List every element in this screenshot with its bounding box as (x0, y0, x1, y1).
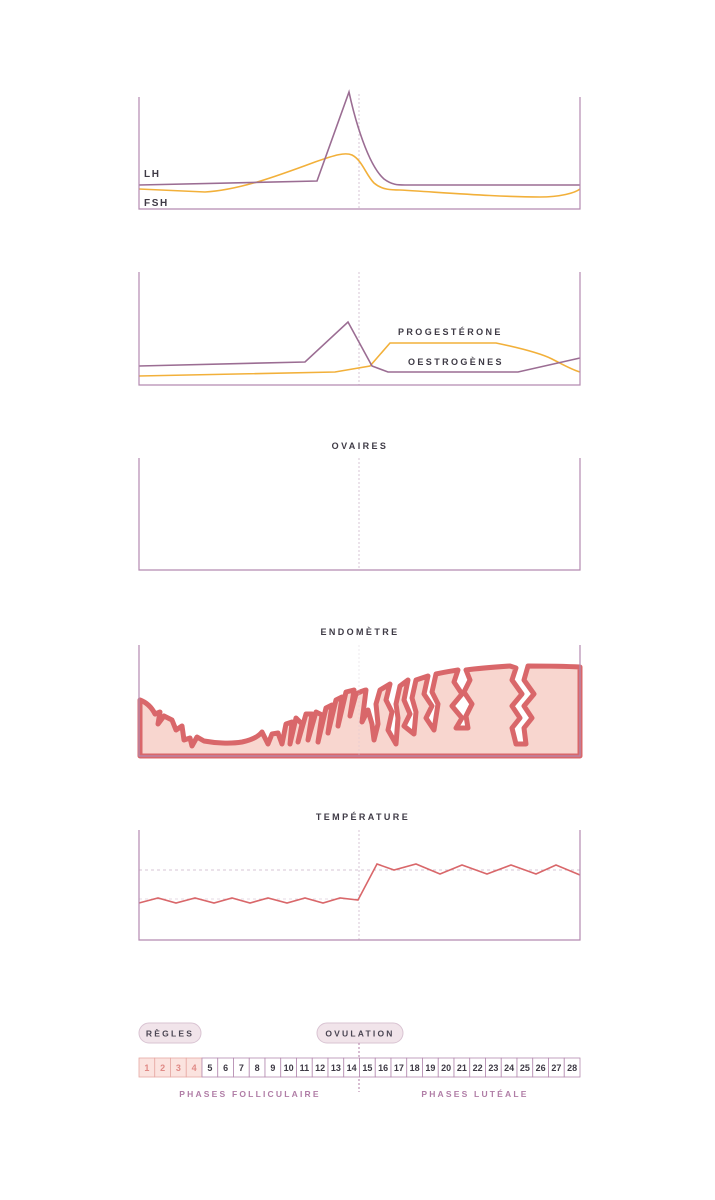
day-number: 19 (425, 1063, 435, 1073)
day-number: 13 (331, 1063, 341, 1073)
day-cell: 7 (233, 1057, 250, 1078)
day-grid: 1 2 3 4 5 6 7 8 9 10 11 12 13 14 15 16 17 18 19 20 21 22 23 24 2… (138, 1057, 581, 1078)
progesterone-label: PROGESTÉRONE (398, 327, 503, 337)
estrogen-curve (138, 320, 581, 373)
day-cell: 9 (264, 1057, 282, 1078)
menses-pill-label: RÈGLES (146, 1029, 194, 1039)
luteal-phase-label: PHASES LUTÉALE (421, 1089, 528, 1099)
ovulation-pill: OVULATION (316, 1022, 404, 1044)
panel-frame (138, 830, 581, 941)
day-cell: 13 (327, 1057, 345, 1078)
day-cell: 28 (563, 1057, 581, 1078)
panel-frame (138, 458, 581, 571)
panel-frame (138, 97, 581, 210)
day-cell: 22 (469, 1057, 486, 1078)
lh-label: LH (144, 169, 161, 180)
fsh-curve (138, 153, 581, 198)
day-cell: 19 (422, 1057, 439, 1078)
day-cell: 11 (296, 1057, 313, 1078)
day-number: 26 (536, 1063, 546, 1073)
estrogen-label: OESTROGÈNES (408, 357, 504, 367)
day-cell: 16 (374, 1057, 392, 1078)
day-number: 20 (441, 1063, 451, 1073)
menses-pill: RÈGLES (138, 1022, 202, 1044)
day-cell: 21 (453, 1057, 471, 1078)
day-number: 16 (378, 1063, 388, 1073)
day-number: 8 (255, 1063, 260, 1073)
day-cell: 23 (485, 1057, 502, 1078)
temperature-title: TEMPÉRATURE (316, 812, 410, 822)
day-cell: 6 (217, 1057, 234, 1078)
day-number: 5 (207, 1063, 212, 1073)
day-cell: 15 (359, 1057, 376, 1078)
day-cell: 25 (516, 1057, 534, 1078)
day-cell: 12 (311, 1057, 329, 1078)
day-number: 23 (488, 1063, 498, 1073)
temperature-panel: TEMPÉRATURE (138, 812, 581, 941)
cycle-timeline: RÈGLES OVULATION 1 2 3 4 5 6 7 8 9 10 11 12 13 14 15 16… (138, 1022, 581, 1099)
day-cell: 20 (437, 1057, 455, 1078)
day-cell: 17 (390, 1057, 408, 1078)
endometrium-title: ENDOMÈTRE (320, 627, 399, 637)
lh-curve (138, 89, 580, 186)
day-number: 28 (567, 1063, 577, 1073)
day-number: 10 (284, 1063, 294, 1073)
panel-frame (138, 272, 581, 386)
day-number: 24 (504, 1063, 514, 1073)
day-cell: 8 (248, 1057, 266, 1078)
day-cell: 3 (170, 1057, 187, 1078)
day-number: 7 (239, 1063, 244, 1073)
day-number: 3 (176, 1063, 181, 1073)
day-cell: 27 (548, 1057, 565, 1078)
day-number: 18 (410, 1063, 420, 1073)
day-number: 25 (520, 1063, 530, 1073)
fsh-label: FSH (144, 198, 169, 209)
day-cell: 24 (500, 1057, 518, 1078)
progesterone-curve (138, 342, 581, 377)
day-number: 6 (223, 1063, 228, 1073)
day-number: 11 (300, 1063, 310, 1073)
day-number: 9 (270, 1063, 275, 1073)
day-number: 14 (347, 1063, 357, 1073)
day-number: 4 (192, 1063, 197, 1073)
day-number: 21 (457, 1063, 467, 1073)
panel-frame (138, 645, 581, 757)
ovulation-pill-label: OVULATION (325, 1029, 394, 1039)
day-cell: 10 (280, 1057, 297, 1078)
ovaries-panel: OVAIRES (138, 441, 581, 571)
endometrium-panel: ENDOMÈTRE (137, 627, 583, 759)
ovarian-hormone-panel: PROGESTÉRONE OESTROGÈNES (138, 272, 581, 386)
endometrium-tissue (137, 663, 583, 759)
day-number: 2 (160, 1063, 165, 1073)
day-number: 27 (551, 1063, 561, 1073)
day-number: 17 (394, 1063, 404, 1073)
day-cell: 5 (201, 1057, 219, 1078)
day-cell: 4 (185, 1057, 203, 1078)
day-number: 12 (315, 1063, 325, 1073)
ovaries-title: OVAIRES (332, 441, 389, 451)
day-number: 22 (473, 1063, 483, 1073)
follicular-phase-label: PHASES FOLLICULAIRE (179, 1089, 320, 1099)
day-number: 1 (144, 1063, 149, 1073)
day-number: 15 (362, 1063, 372, 1073)
temperature-curve (138, 863, 581, 904)
day-cell: 14 (343, 1057, 360, 1078)
day-cell: 2 (154, 1057, 171, 1078)
day-cell: 26 (532, 1057, 549, 1078)
gonadotropin-panel: LH FSH (138, 89, 581, 210)
day-cell: 1 (138, 1057, 156, 1078)
day-cell: 18 (406, 1057, 423, 1078)
